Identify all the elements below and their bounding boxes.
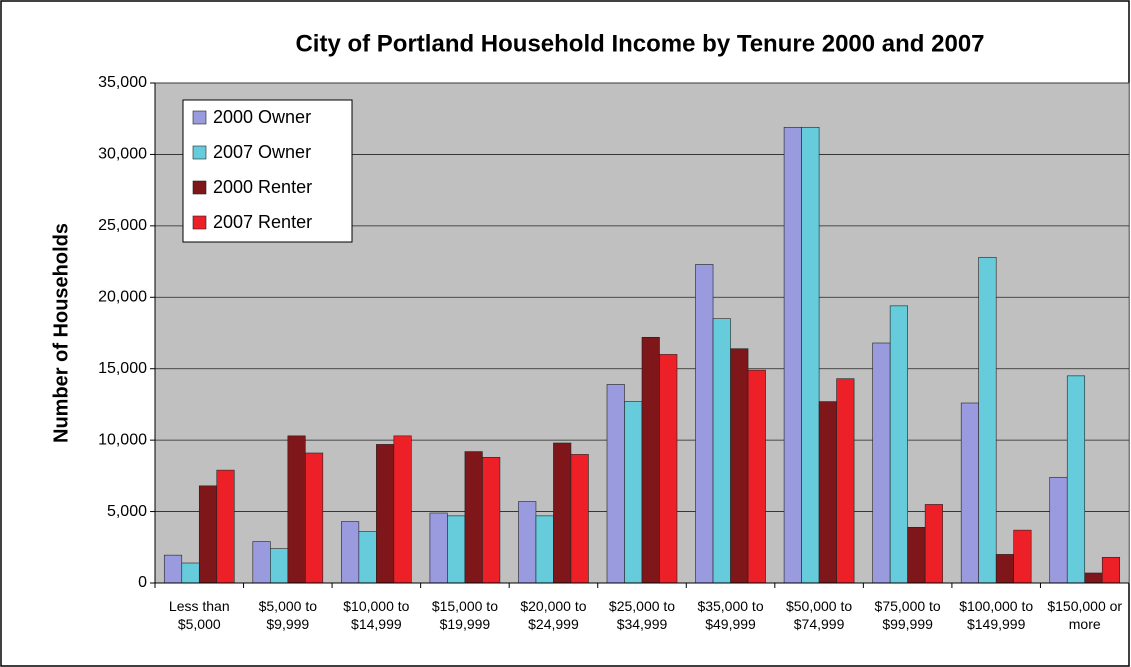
bar	[163, 554, 183, 584]
bar	[518, 501, 537, 584]
bar	[287, 435, 306, 584]
bar	[1049, 476, 1068, 584]
y-axis-label: Number of Households	[50, 223, 72, 443]
x-tick-label: $10,000 to $14,999	[343, 598, 410, 632]
x-tick-label: $150,000 or more	[1047, 598, 1123, 632]
x-tick-label: $15,000 to $19,999	[431, 598, 498, 632]
bar	[978, 256, 997, 584]
bar	[924, 504, 943, 584]
bar	[889, 305, 908, 584]
bar	[659, 354, 678, 584]
bar	[270, 548, 289, 584]
legend-label: 2000 Owner	[213, 107, 311, 127]
bar	[216, 469, 235, 584]
y-tick-label: 25,000	[98, 217, 147, 234]
bar	[305, 452, 324, 584]
bar	[783, 126, 802, 584]
x-tick-label: Less than $5,000	[168, 598, 230, 632]
y-tick-label: 5,000	[107, 503, 147, 520]
bar	[181, 562, 200, 584]
legend-box	[182, 99, 353, 243]
bar	[606, 384, 625, 584]
bar	[1066, 375, 1086, 584]
legend-swatch	[192, 180, 207, 195]
legend-swatch	[192, 145, 207, 160]
bar	[730, 348, 749, 584]
legend-label: 2007 Renter	[213, 212, 312, 232]
bar	[960, 402, 979, 584]
bar	[907, 526, 926, 584]
y-tick-label: 20,000	[98, 289, 147, 306]
bar	[393, 435, 412, 584]
bar	[624, 401, 643, 584]
bar	[341, 521, 360, 584]
bar	[818, 401, 837, 584]
legend-label: 2007 Owner	[213, 142, 311, 162]
y-tick-label: 30,000	[98, 146, 147, 163]
bar	[376, 444, 395, 584]
y-tick-label: 10,000	[98, 431, 147, 448]
bar	[553, 442, 572, 584]
bar	[464, 451, 483, 584]
bar	[1101, 556, 1121, 584]
bar	[570, 454, 589, 584]
y-tick-label: 0	[138, 574, 147, 591]
bar	[1084, 572, 1103, 584]
x-tick-label: $100,000 to $149,999	[959, 598, 1034, 632]
legend-swatch	[192, 110, 207, 125]
bar	[482, 456, 501, 584]
legend-label: 2000 Renter	[213, 177, 312, 197]
x-tick-label: $35,000 to $49,999	[697, 598, 764, 632]
x-tick-label: $5,000 to $9,999	[258, 598, 317, 632]
bar	[712, 318, 731, 584]
bar	[695, 264, 714, 584]
bar	[641, 336, 660, 584]
bar	[747, 369, 766, 584]
chart-title: City of Portland Household Income by Ten…	[295, 30, 984, 57]
bar	[447, 515, 466, 584]
bar	[872, 342, 891, 584]
legend-swatch	[192, 215, 207, 230]
y-tick-label: 35,000	[98, 74, 147, 91]
bar	[252, 541, 271, 584]
bar	[995, 554, 1014, 584]
bar	[801, 126, 820, 584]
y-tick-label: 15,000	[98, 360, 147, 377]
x-tick-label: $75,000 to $99,999	[874, 598, 941, 632]
x-tick-label: $50,000 to $74,999	[785, 598, 853, 632]
bar	[358, 531, 377, 584]
bar	[198, 485, 218, 584]
x-tick-label: $20,000 to $24,999	[520, 598, 587, 632]
bar	[429, 512, 448, 584]
bar	[535, 515, 554, 584]
bar	[836, 378, 855, 584]
bar	[1013, 529, 1032, 584]
x-tick-label: $25,000 to $34,999	[608, 598, 676, 632]
